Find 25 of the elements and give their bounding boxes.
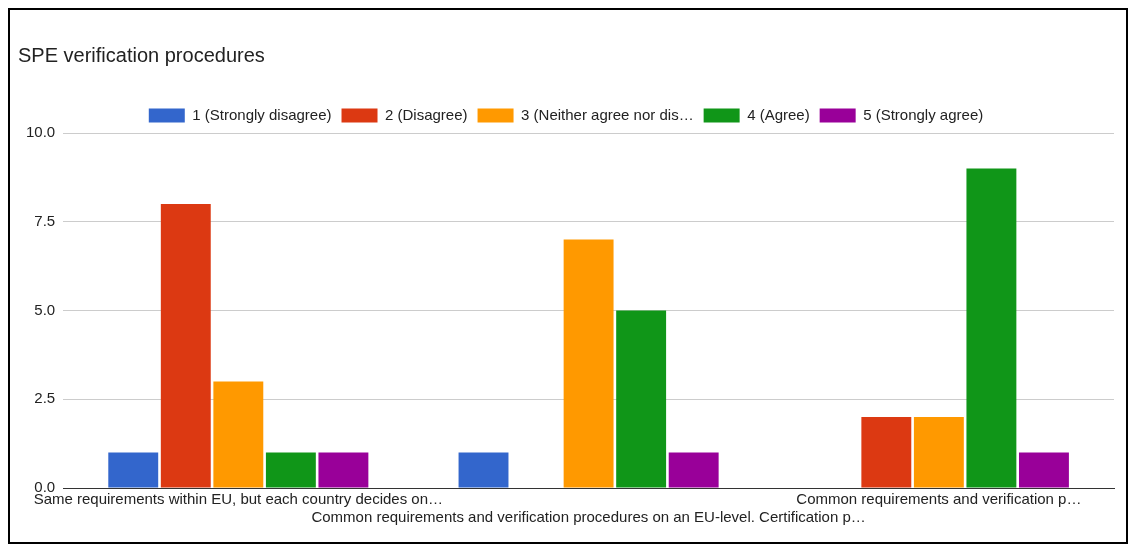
bar <box>966 168 1017 488</box>
y-tick-label: 5.0 <box>34 300 56 318</box>
bar <box>213 381 264 488</box>
bar <box>458 452 509 488</box>
legend-label: 2 (Disagree) <box>385 105 468 123</box>
y-tick-label: 7.5 <box>34 211 56 229</box>
legend-label: 3 (Neither agree nor dis… <box>521 105 694 123</box>
bar <box>318 452 369 488</box>
bar <box>563 239 614 488</box>
bar <box>913 417 964 488</box>
y-tick-label: 10.0 <box>25 123 56 141</box>
legend-label: 4 (Agree) <box>747 105 810 123</box>
bar <box>1018 452 1069 488</box>
bar <box>668 452 719 488</box>
x-tick-label: Common requirements and verification procedures on an EU-level. Certification p… <box>311 508 866 526</box>
y-tick-label: 2.5 <box>34 389 56 407</box>
bar <box>108 452 159 488</box>
bar <box>265 452 316 488</box>
bar <box>616 310 667 488</box>
chart-title: SPE verification procedures <box>18 43 265 66</box>
legend-label: 1 (Strongly disagree) <box>192 105 332 123</box>
x-tick-label: Common requirements and verification p… <box>796 490 1082 508</box>
legend-label: 5 (Strongly agree) <box>863 105 984 123</box>
bar <box>861 417 912 488</box>
bar <box>160 204 211 488</box>
